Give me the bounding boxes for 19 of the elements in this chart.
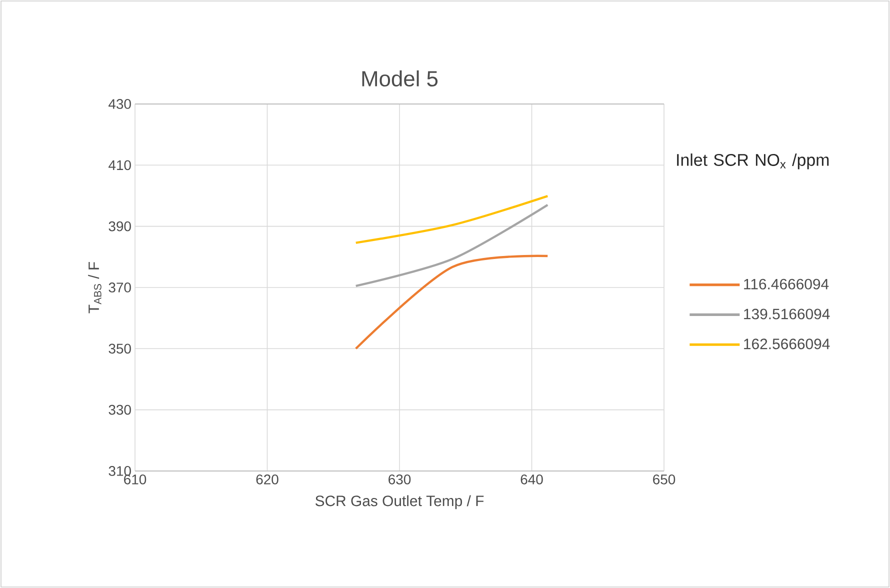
x-tick-label: 650 xyxy=(653,474,676,484)
x-tick-label: 610 xyxy=(124,474,146,484)
x-axis-title: SCR Gas Outlet Temp / F xyxy=(315,495,484,510)
x-tick-label: 640 xyxy=(520,474,543,484)
y-axis-title: T$_{ABS}$ / F xyxy=(88,262,102,314)
chart-title: Model 5 xyxy=(362,70,438,86)
y-tick-label: 330 xyxy=(108,404,131,415)
y-tick-label: 390 xyxy=(108,221,131,232)
x-tick-label: 620 xyxy=(256,474,278,484)
y-tick-label: 370 xyxy=(108,282,131,292)
legend-label: 116.4666094 xyxy=(744,278,829,290)
legend-title: Inlet SCR NO$_{x}$ /ppm xyxy=(677,154,829,170)
y-tick-label: 430 xyxy=(108,99,131,109)
x-tick-label: 630 xyxy=(388,474,411,484)
y-tick-label: 350 xyxy=(108,344,131,354)
legend-label: 162.5666094 xyxy=(744,338,830,350)
legend-label: 139.5166094 xyxy=(744,308,830,320)
y-tick-label: 410 xyxy=(108,160,131,170)
y-tick-label: 310 xyxy=(108,466,131,476)
